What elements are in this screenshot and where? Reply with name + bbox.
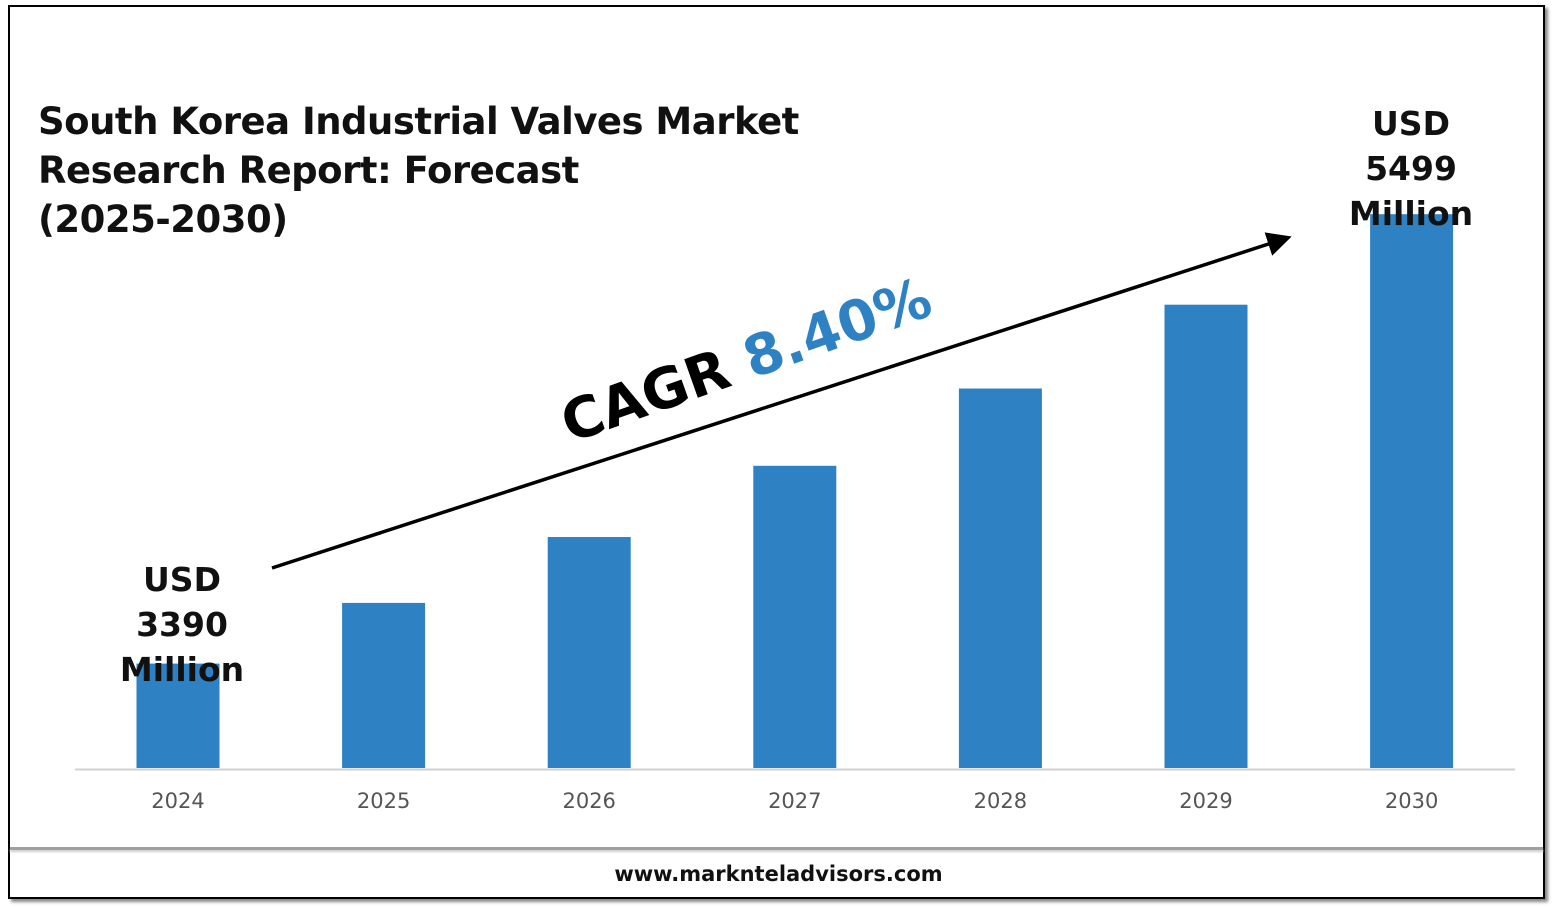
chart-title: South Korea Industrial Valves Market Res… [38,97,799,244]
start-callout-currency: USD [143,560,221,599]
bar-2029 [1164,304,1248,768]
end-callout-value: 5499 [1365,149,1457,188]
x-tick-label-2027: 2027 [768,789,821,813]
end-callout-currency: USD [1372,104,1450,143]
end-callout-unit: Million [1348,194,1474,233]
x-tick-label-2025: 2025 [357,789,410,813]
chart-title-line-2: Research Report: Forecast [38,149,579,192]
x-tick-label-2024: 2024 [151,789,204,813]
chart-title-line-1: South Korea Industrial Valves Market [38,100,799,143]
bar-2024 [136,663,220,768]
bar-2027 [753,465,837,768]
x-tick-label-2029: 2029 [1179,789,1232,813]
x-tick-label-2028: 2028 [974,789,1027,813]
bar-2026 [547,537,631,768]
start-value-callout: USD 3390 Million [102,557,262,692]
end-value-callout: USD 5499 Million [1331,101,1491,236]
bar-2028 [958,388,1042,768]
footer-website-link[interactable]: www.marknteladvisors.com [614,862,943,886]
x-tick-label-2030: 2030 [1385,789,1438,813]
start-callout-unit: Million [119,650,245,689]
bar-2030 [1370,214,1454,768]
bar-2025 [342,602,426,768]
x-tick-labels: 2024 2025 2026 2027 2028 2029 2030 [151,789,1438,813]
chart-title-line-3: (2025-2030) [38,198,288,241]
start-callout-value: 3390 [136,605,228,644]
footer-divider [10,847,1543,850]
cagr-trend-arrow [271,232,1292,570]
bars-group [136,214,1454,768]
x-tick-label-2026: 2026 [562,789,615,813]
